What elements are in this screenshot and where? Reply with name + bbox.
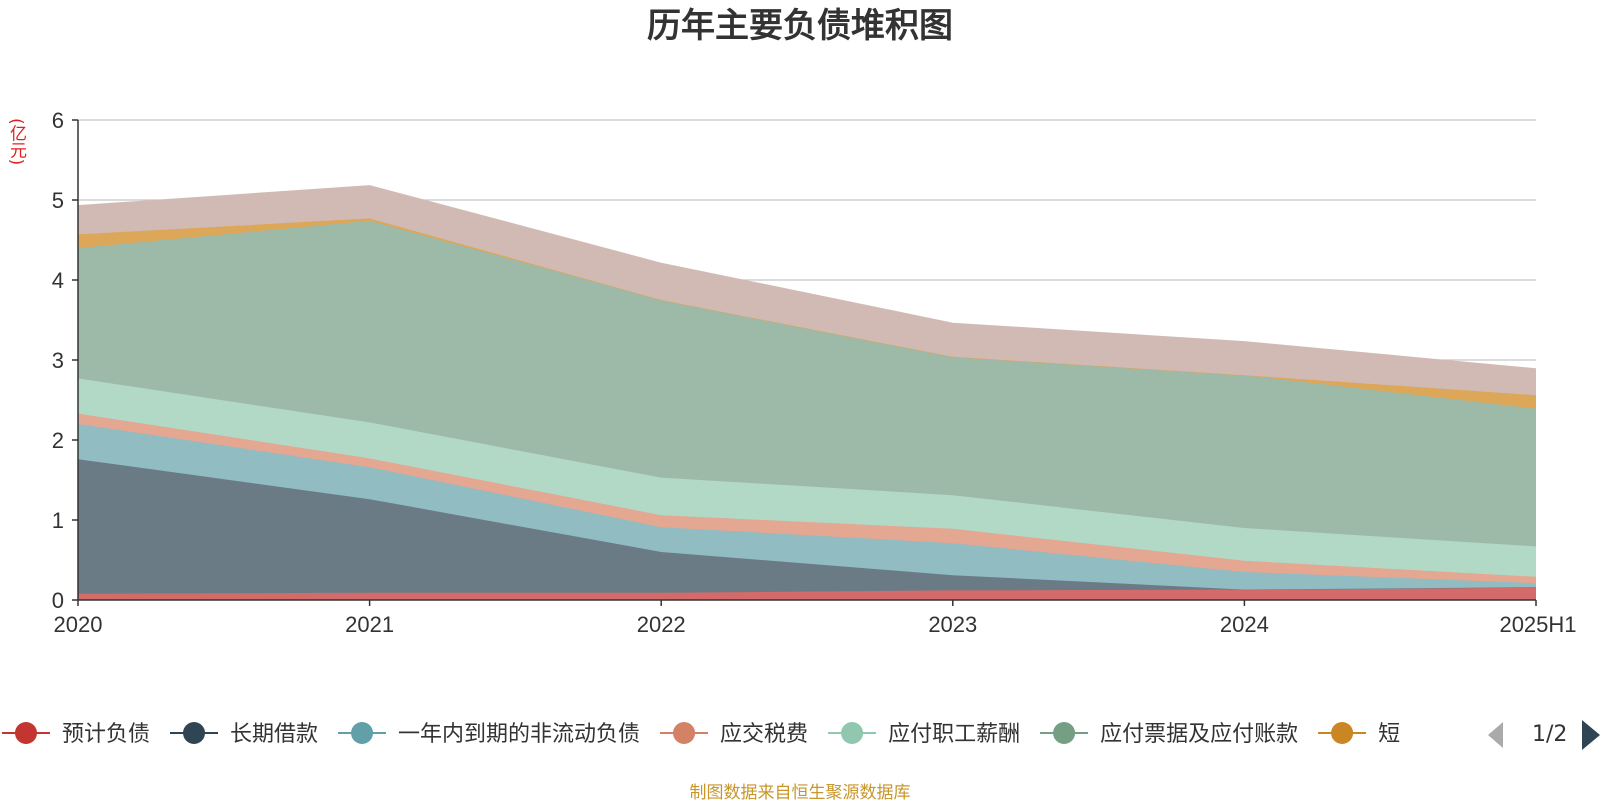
legend-label: 应交税费	[720, 722, 808, 747]
legend-item[interactable]: 长期借款	[170, 722, 318, 747]
legend-next-icon[interactable]	[1582, 720, 1600, 750]
legend-label: 长期借款	[230, 722, 318, 747]
y-tick-label: 1	[52, 508, 64, 533]
series-area	[78, 424, 1536, 590]
legend-marker-icon	[673, 722, 696, 744]
legend-label: 一年内到期的非流动负债	[398, 722, 640, 747]
legend-marker-icon	[15, 722, 37, 744]
y-tick-label: 3	[52, 348, 64, 373]
legend-item[interactable]: 预计负债	[2, 722, 150, 747]
legend-page-indicator: 1/2	[1532, 722, 1567, 747]
x-tick-label: 2024	[1220, 612, 1269, 637]
legend-marker-icon	[351, 722, 374, 744]
legend-item[interactable]: 应交税费	[660, 722, 808, 747]
legend-item[interactable]: 一年内到期的非流动负债	[338, 722, 640, 747]
legend-marker-icon	[1331, 722, 1354, 744]
y-tick-label: 4	[52, 268, 64, 293]
series-area	[78, 185, 1536, 396]
x-tick-label: 2021	[345, 612, 394, 637]
series-area	[78, 220, 1536, 547]
axes: 0 1 2 3 4 5 6 2020 2021 2022 2023 2024 2025H1	[52, 108, 1577, 637]
x-tick-label: 2023	[928, 612, 977, 637]
series-area	[78, 218, 1536, 409]
x-tick-label: 2020	[54, 612, 103, 637]
legend-item[interactable]: 应付职工薪酬	[828, 722, 1020, 747]
legend-marker-icon	[183, 722, 206, 744]
chart-title: 历年主要负债堆积图	[647, 6, 953, 46]
legend-item[interactable]: 应付票据及应付账款	[1040, 722, 1298, 747]
legend-prev-icon[interactable]	[1488, 722, 1503, 748]
y-tick-label: 6	[52, 108, 64, 133]
legend-label: 短	[1378, 722, 1400, 747]
legend-marker-icon	[841, 722, 864, 744]
series-area	[78, 378, 1536, 577]
legend[interactable]: 预计负债 长期借款 一年内到期的非流动负债 应交税费 应付职工薪酬 应付票据及应付账款 短 1…	[2, 720, 1600, 750]
y-axis-unit: (亿元)	[6, 118, 26, 166]
series-line	[77, 185, 1537, 370]
legend-item[interactable]: 短	[1318, 722, 1400, 747]
legend-label: 应付职工薪酬	[888, 722, 1020, 747]
legend-marker-icon	[1053, 722, 1076, 744]
x-tick-label: 2022	[637, 612, 686, 637]
legend-label: 预计负债	[62, 722, 150, 747]
data-source-footer: 制图数据来自恒生聚源数据库	[689, 783, 911, 803]
series-area	[78, 587, 1536, 600]
y-tick-label: 2	[52, 428, 64, 453]
y-tick-label: 0	[52, 588, 64, 613]
legend-pager[interactable]: 1/2	[1488, 720, 1600, 750]
legend-label: 应付票据及应付账款	[1100, 722, 1298, 747]
series-area	[78, 459, 1536, 594]
x-tick-label: 2025H1	[1499, 612, 1576, 637]
y-tick-label: 5	[52, 188, 64, 213]
series-areas	[77, 185, 1537, 600]
